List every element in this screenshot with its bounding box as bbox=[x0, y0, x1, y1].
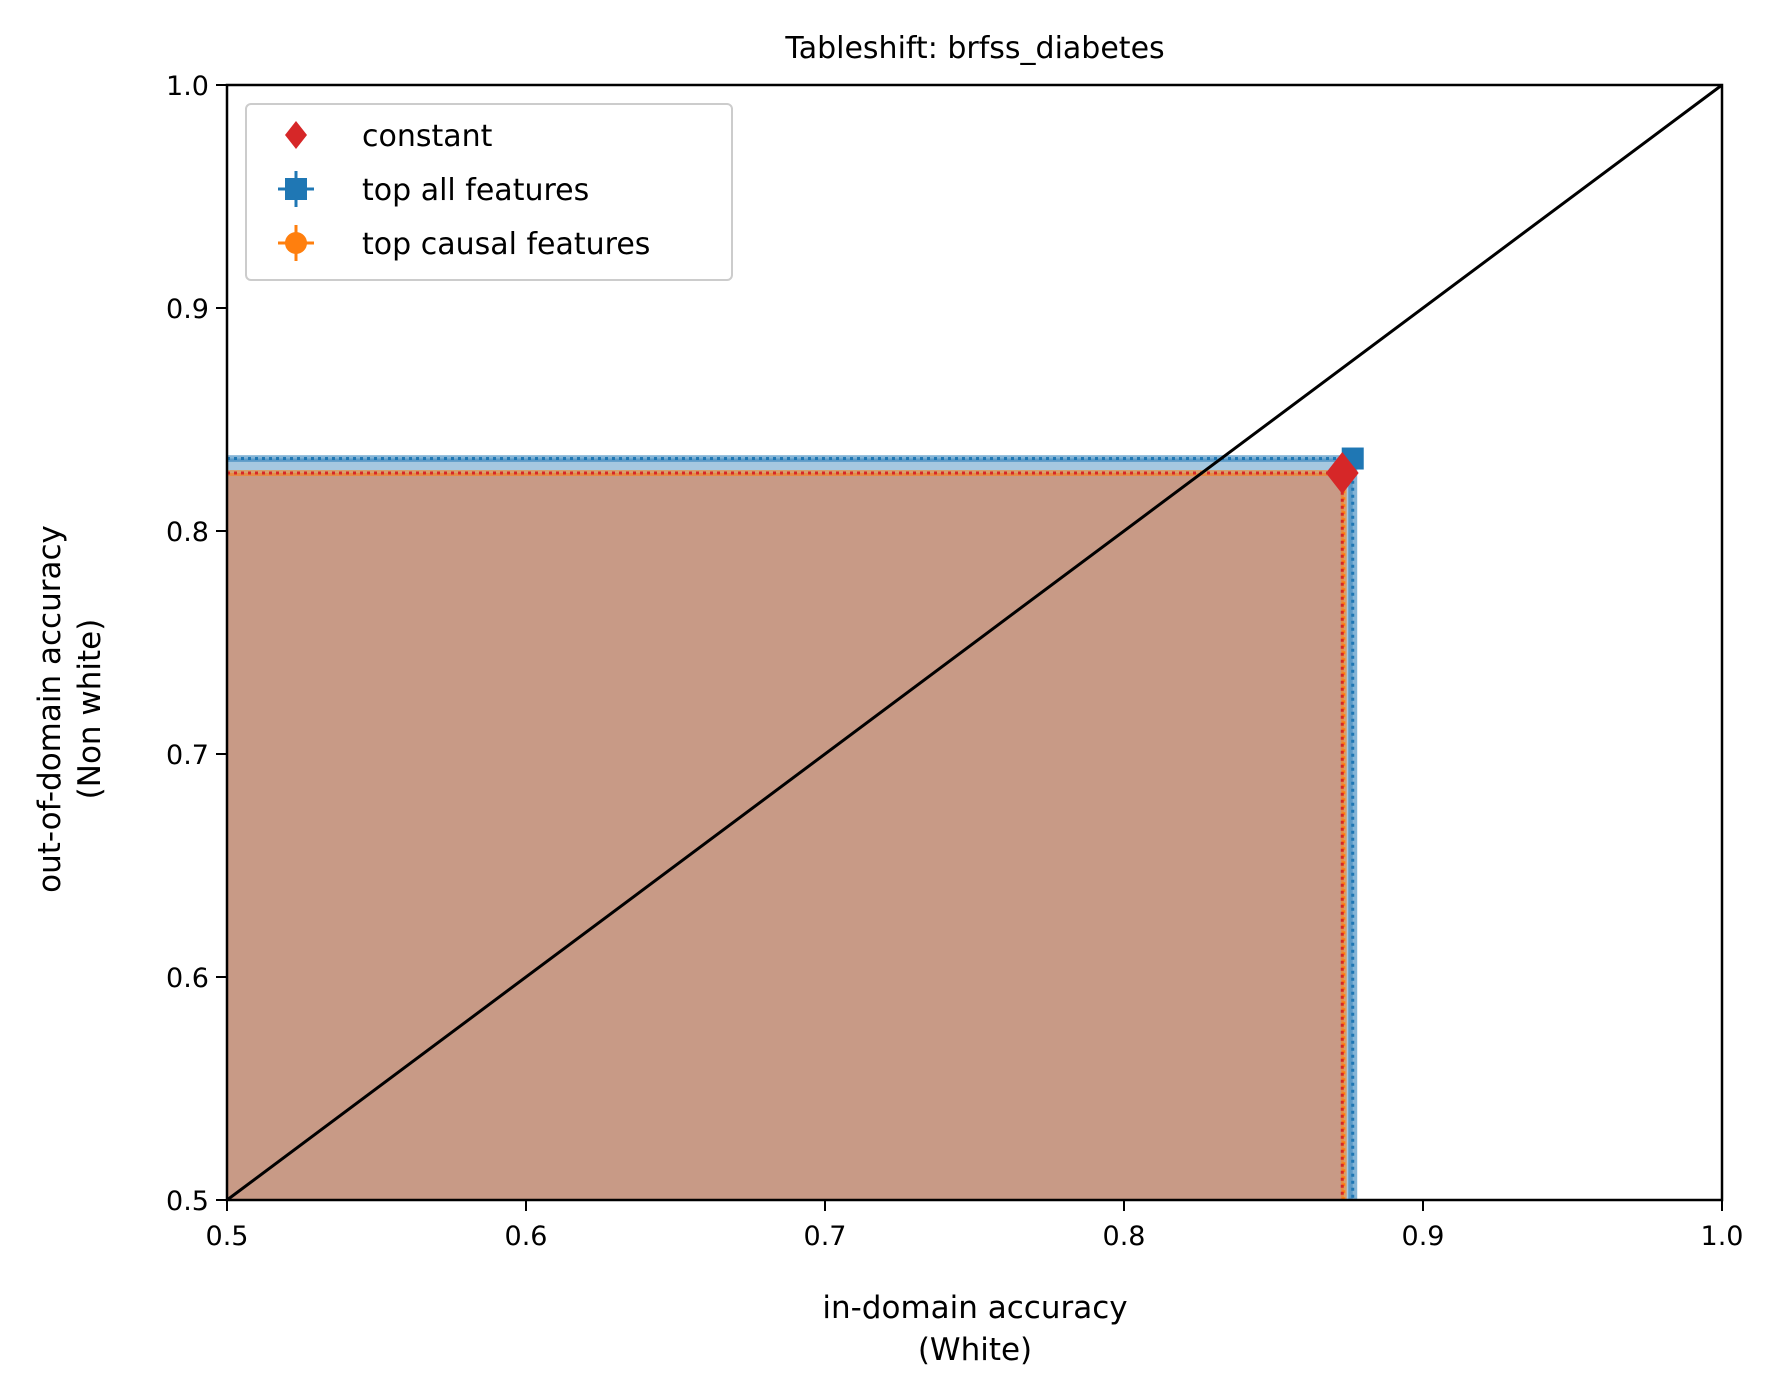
x-tick-label: 0.7 bbox=[804, 1221, 847, 1252]
legend-label: top all features bbox=[362, 173, 589, 208]
y-axis-label-line1: out-of-domain accuracy bbox=[32, 525, 68, 893]
top-causal-features-y-band bbox=[227, 470, 1344, 477]
legend-top-causal-features-marker bbox=[285, 232, 307, 254]
x-axis-ticks: 0.5 0.6 0.7 0.8 0.9 1.0 bbox=[206, 1200, 1744, 1252]
x-axis-label-line1: in-domain accuracy bbox=[822, 1290, 1127, 1326]
x-axis-label-line2: (White) bbox=[918, 1332, 1032, 1368]
y-tick-label: 0.7 bbox=[166, 740, 209, 771]
x-tick-label: 0.8 bbox=[1103, 1221, 1146, 1252]
axes-frame bbox=[225, 83, 1724, 1202]
y-tick-label: 0.8 bbox=[166, 517, 209, 548]
y-tick-label: 0.5 bbox=[166, 1186, 209, 1217]
legend-constant-marker bbox=[285, 121, 307, 149]
legend-box bbox=[245, 103, 733, 281]
chart-title: Tableshift: brfss_diabetes bbox=[784, 31, 1164, 66]
top-all-features-x-band bbox=[1348, 458, 1358, 1200]
legend-entry: constant bbox=[285, 119, 493, 154]
y-axis-ticks: 0.5 0.6 0.7 0.8 0.9 1.0 bbox=[166, 71, 227, 1217]
y-tick-label: 0.9 bbox=[166, 294, 209, 325]
x-tick-label: 0.6 bbox=[505, 1221, 548, 1252]
y-tick-label: 1.0 bbox=[166, 71, 209, 102]
region-overlap bbox=[227, 473, 1344, 1200]
legend-entry: top all features bbox=[278, 171, 589, 208]
y-axis-label-line2: (Non white) bbox=[72, 619, 108, 800]
diagonal-line bbox=[226, 83, 1723, 1202]
legend-entry: top causal features bbox=[278, 225, 650, 262]
plot-area bbox=[225, 83, 1724, 1202]
legend: constant top all features top causal featu… bbox=[245, 103, 733, 281]
x-tick-label: 0.9 bbox=[1402, 1221, 1445, 1252]
legend-label: constant bbox=[362, 119, 493, 154]
x-tick-label: 1.0 bbox=[1701, 1221, 1744, 1252]
y-tick-label: 0.6 bbox=[166, 963, 209, 994]
x-tick-label: 0.5 bbox=[206, 1221, 249, 1252]
point-constant bbox=[1325, 452, 1359, 495]
legend-label: top causal features bbox=[362, 227, 650, 262]
legend-top-all-features-marker bbox=[285, 178, 307, 200]
